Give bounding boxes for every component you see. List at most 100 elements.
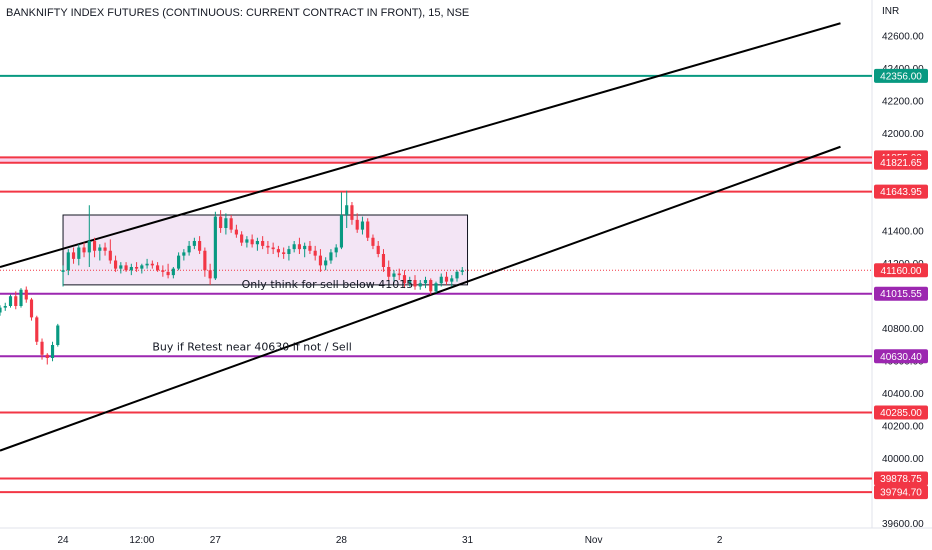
candle[interactable] xyxy=(255,237,259,251)
candle[interactable] xyxy=(219,210,223,233)
candle[interactable] xyxy=(276,245,280,258)
candle[interactable] xyxy=(460,267,464,276)
candle[interactable] xyxy=(423,276,428,289)
candle[interactable] xyxy=(292,241,296,253)
candle[interactable] xyxy=(234,224,238,238)
candle[interactable] xyxy=(250,234,254,248)
candle[interactable] xyxy=(329,249,333,264)
candle[interactable] xyxy=(266,241,270,254)
trend-line[interactable] xyxy=(0,145,841,452)
candle[interactable] xyxy=(350,202,354,225)
candle[interactable] xyxy=(166,263,170,279)
price-badge[interactable]: 40285.00 xyxy=(874,405,928,420)
price-badge[interactable]: 41160.00 xyxy=(874,263,928,278)
price-badge[interactable]: 39794.70 xyxy=(874,485,928,500)
candle[interactable] xyxy=(8,294,13,308)
candle[interactable] xyxy=(444,271,449,285)
candle[interactable] xyxy=(271,242,275,254)
candle[interactable] xyxy=(177,252,181,271)
candle[interactable] xyxy=(61,265,65,287)
price-badge[interactable]: 42356.00 xyxy=(874,68,928,83)
candle[interactable] xyxy=(324,257,328,271)
candle[interactable] xyxy=(208,263,212,285)
candle[interactable] xyxy=(14,291,18,310)
candle[interactable] xyxy=(455,270,459,282)
candle[interactable] xyxy=(439,273,443,287)
candle[interactable] xyxy=(182,249,186,261)
candle[interactable] xyxy=(124,262,128,272)
candle[interactable] xyxy=(129,263,133,276)
candle[interactable] xyxy=(429,278,433,295)
resistance-zone[interactable] xyxy=(0,157,872,163)
candle[interactable] xyxy=(108,239,112,264)
candle[interactable] xyxy=(119,262,123,274)
candle[interactable] xyxy=(103,242,107,256)
candle[interactable] xyxy=(402,270,407,289)
candle[interactable] xyxy=(371,234,375,250)
candle[interactable] xyxy=(224,213,228,235)
candle[interactable] xyxy=(339,192,344,250)
candle[interactable] xyxy=(318,249,323,272)
candle[interactable] xyxy=(345,190,349,228)
candle[interactable] xyxy=(203,247,207,277)
candle[interactable] xyxy=(434,281,438,293)
candle[interactable] xyxy=(308,241,312,254)
candle[interactable] xyxy=(82,242,86,258)
candle[interactable] xyxy=(66,249,70,276)
candle[interactable] xyxy=(140,263,144,274)
candle[interactable] xyxy=(192,237,196,250)
candle[interactable] xyxy=(145,258,149,269)
candle[interactable] xyxy=(313,245,317,261)
price-badge[interactable]: 40630.40 xyxy=(874,349,928,364)
candle[interactable] xyxy=(3,302,7,311)
candle[interactable] xyxy=(355,213,359,233)
candle[interactable] xyxy=(366,218,370,241)
candle[interactable] xyxy=(245,236,249,248)
candle[interactable] xyxy=(287,245,291,261)
candle[interactable] xyxy=(376,241,380,258)
candle[interactable] xyxy=(240,231,244,246)
candle[interactable] xyxy=(297,237,301,254)
candle[interactable] xyxy=(303,242,307,258)
price-badge[interactable]: 41015.55 xyxy=(874,286,928,301)
candle[interactable] xyxy=(71,247,76,264)
candle[interactable] xyxy=(45,353,49,365)
candle[interactable] xyxy=(187,241,191,256)
candle[interactable] xyxy=(450,275,454,287)
price-badge[interactable]: 41821.65 xyxy=(874,155,928,170)
candle[interactable] xyxy=(29,297,34,321)
candle[interactable] xyxy=(261,236,265,250)
price-badge[interactable]: 39878.75 xyxy=(874,471,928,486)
candle[interactable] xyxy=(413,275,417,290)
candle[interactable] xyxy=(98,244,102,261)
candle[interactable] xyxy=(397,268,401,280)
candle[interactable] xyxy=(24,286,28,303)
candle[interactable] xyxy=(19,288,23,308)
range-box[interactable] xyxy=(62,214,469,286)
candle[interactable] xyxy=(392,270,396,284)
candle[interactable] xyxy=(92,237,97,258)
candle[interactable] xyxy=(360,216,365,235)
candle[interactable] xyxy=(113,255,118,272)
candle[interactable] xyxy=(418,280,422,290)
candle[interactable] xyxy=(50,341,55,362)
candle[interactable] xyxy=(381,249,386,272)
candle[interactable] xyxy=(198,236,202,254)
candle[interactable] xyxy=(35,315,39,345)
candle[interactable] xyxy=(408,276,412,287)
candle[interactable] xyxy=(213,211,217,280)
candle[interactable] xyxy=(0,305,2,316)
candle[interactable] xyxy=(156,262,160,272)
trend-line[interactable] xyxy=(0,22,841,268)
candle[interactable] xyxy=(282,247,286,259)
candle[interactable] xyxy=(334,244,338,258)
candle[interactable] xyxy=(229,215,233,233)
price-badge[interactable]: 41643.95 xyxy=(874,184,928,199)
candle[interactable] xyxy=(77,244,81,266)
candle[interactable] xyxy=(161,265,165,277)
candle[interactable] xyxy=(150,260,154,269)
candle[interactable] xyxy=(135,262,139,272)
candle[interactable] xyxy=(56,323,60,347)
candle[interactable] xyxy=(87,205,91,267)
